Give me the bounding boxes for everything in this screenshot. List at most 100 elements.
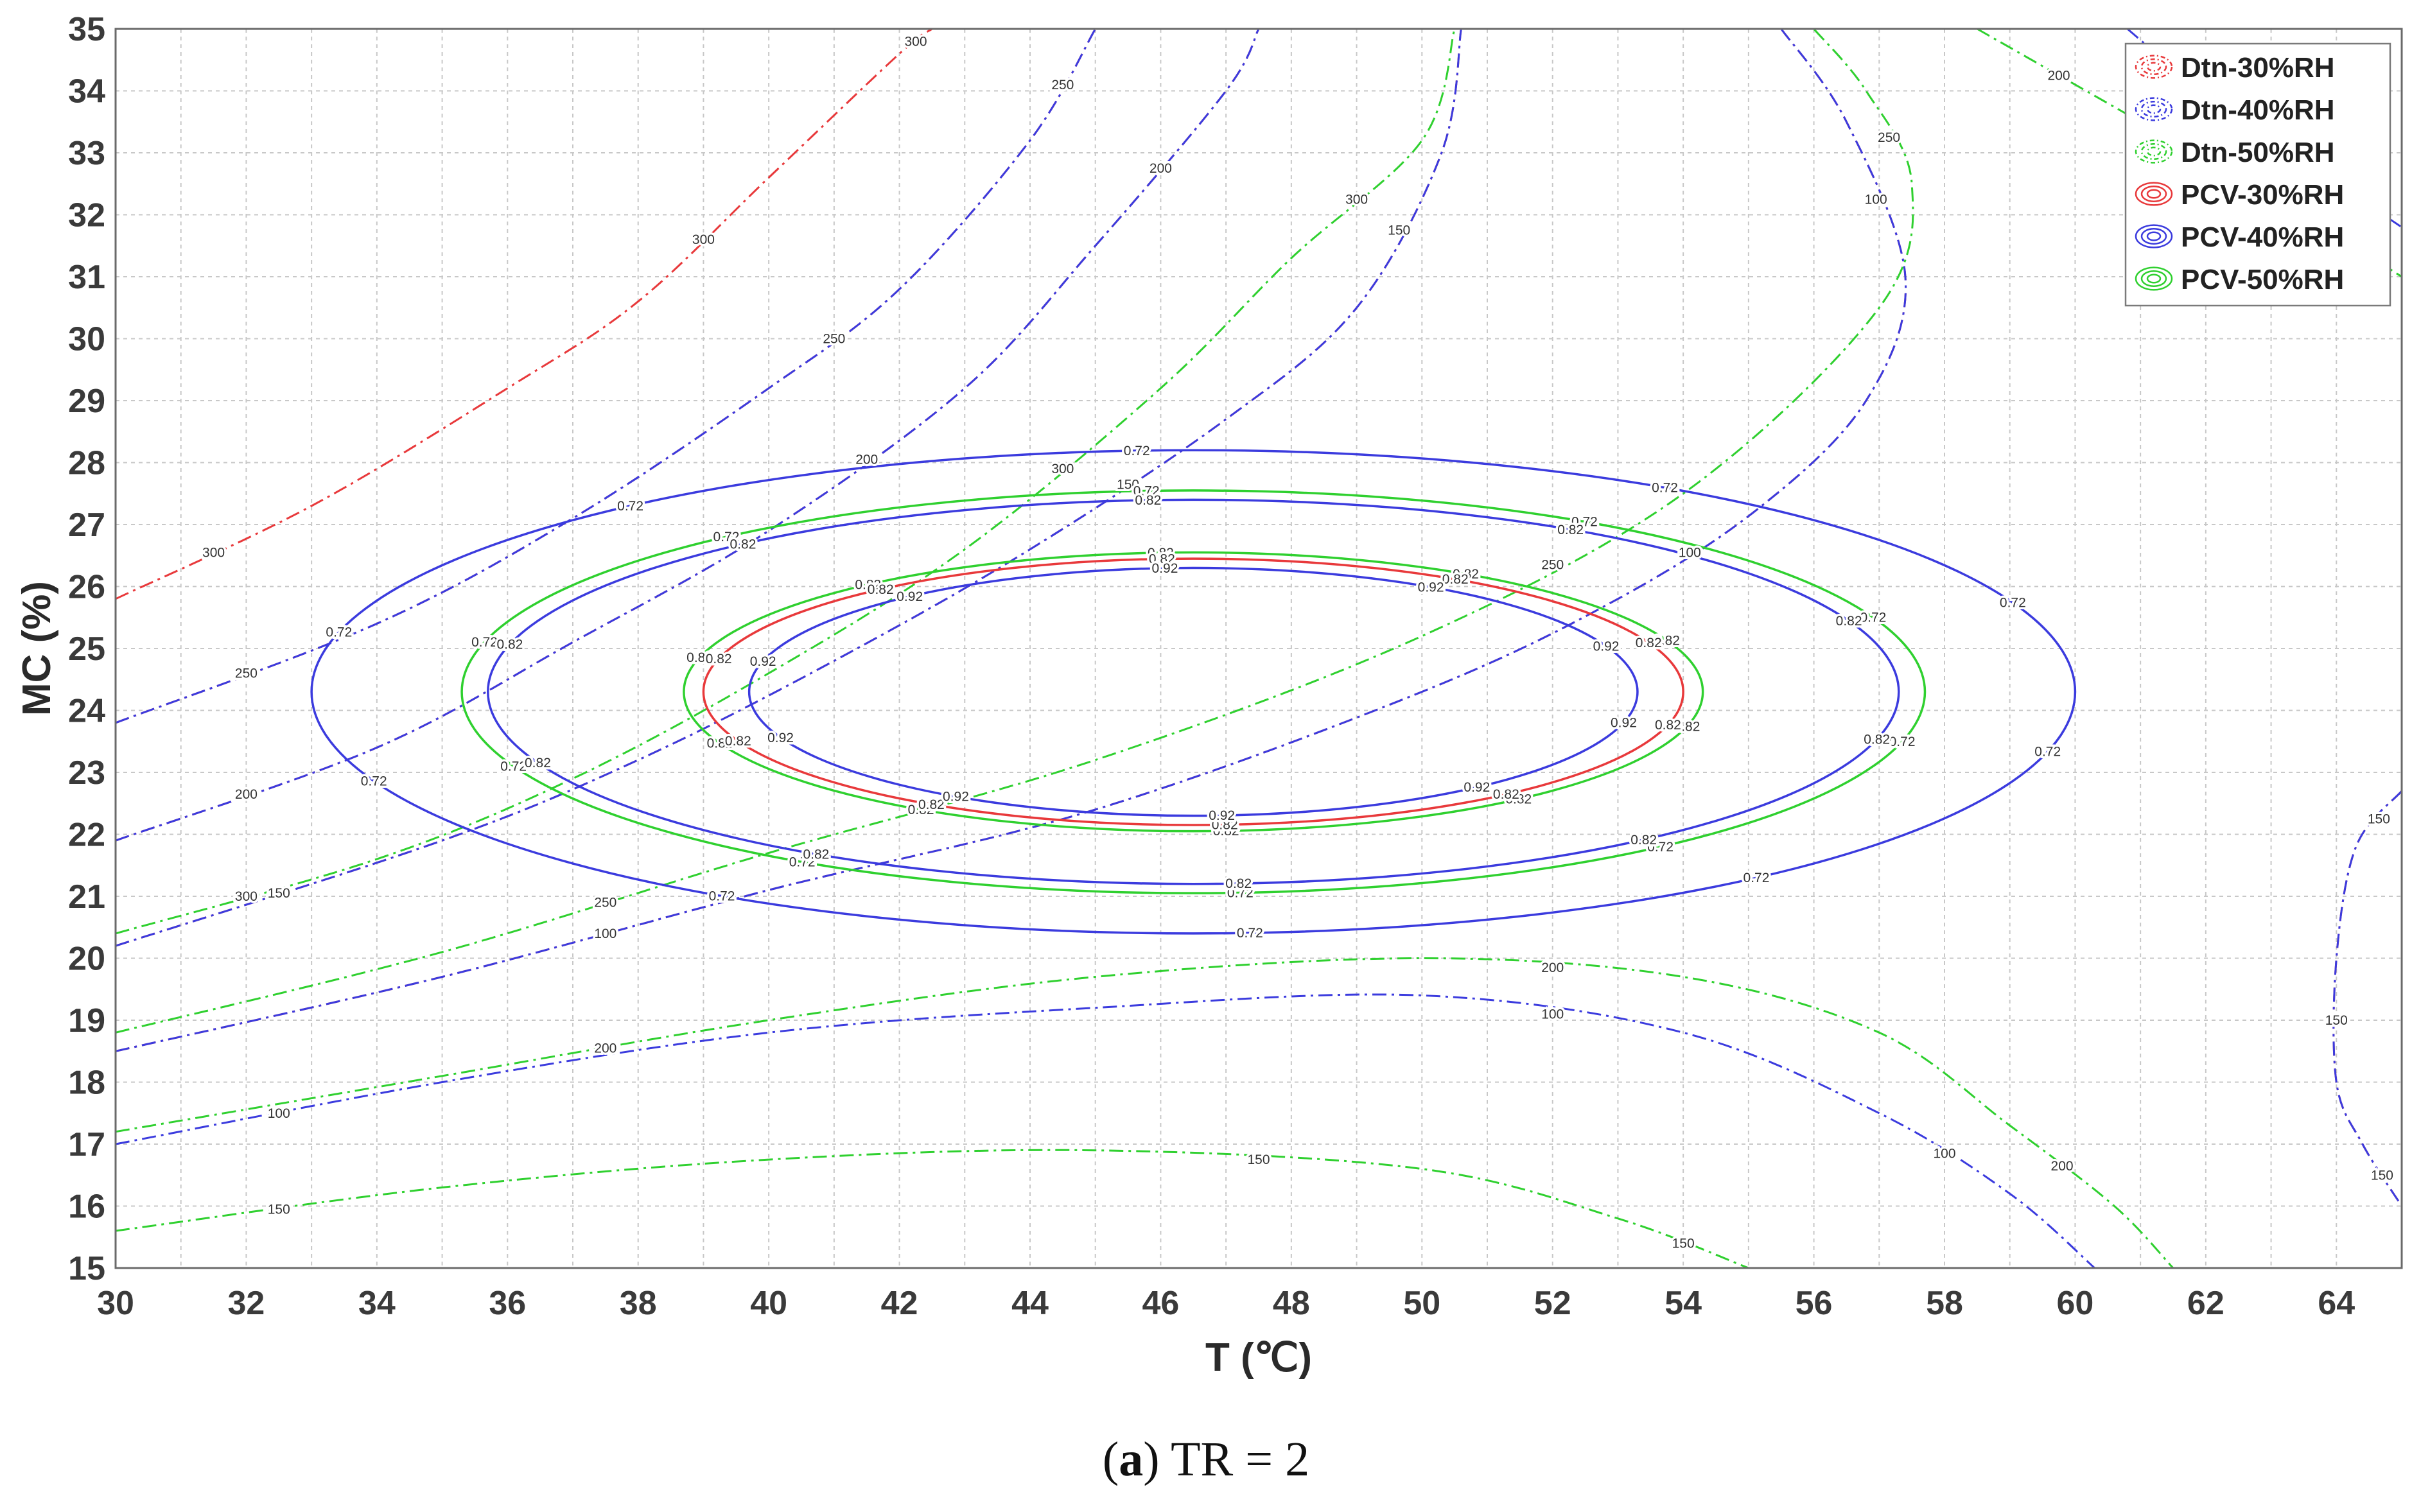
contour-level-label: 0.82 [1225, 876, 1252, 891]
x-axis-label: T (℃) [1205, 1335, 1312, 1380]
legend-swatch [2135, 55, 2173, 79]
legend-box [2124, 42, 2391, 307]
contour-level-label: 0.82 [686, 650, 713, 665]
y-tick-label: 16 [68, 1188, 105, 1226]
contour-level-label: 0.82 [725, 734, 751, 749]
legend-entry-label: Dtn-50%RH [2181, 137, 2335, 168]
contour-level-label: 250 [1051, 78, 1074, 92]
x-tick-label: 54 [1665, 1285, 1702, 1322]
contour-level-label: 0.82 [1212, 818, 1238, 833]
legend-swatch [2140, 270, 2167, 288]
legend-entry-label: Dtn-40%RH [2181, 94, 2335, 126]
contour-level-label: 100 [594, 926, 616, 941]
contour-level-label: 200 [1149, 161, 1172, 176]
contour-level-label: 150 [2371, 1168, 2393, 1183]
contour-level-label: 0.92 [767, 731, 794, 745]
contour-level-label: 300 [202, 545, 225, 560]
contour-level-label: 0.82 [868, 582, 894, 597]
contour-level-label: 0.72 [1571, 515, 1598, 530]
contour-level-label: 0.92 [1209, 808, 1235, 823]
x-tick-label: 52 [1534, 1285, 1571, 1322]
figure-caption: (a) TR = 2 [1102, 1432, 1310, 1486]
x-tick-label: 42 [881, 1285, 918, 1322]
x-tick-label: 56 [1796, 1285, 1833, 1322]
contour-level-label: 250 [235, 666, 258, 681]
legend-swatch [2146, 189, 2162, 199]
contour-level-label: 0.72 [1647, 840, 1674, 855]
contour-level-label: 0.82 [1148, 546, 1174, 560]
contour-level-label: 0.82 [1630, 833, 1657, 847]
contour-level-label: 0.72 [500, 759, 527, 774]
pcv-contour-line [487, 498, 1900, 885]
legend-swatch [2146, 104, 2162, 114]
legend-swatch [2140, 143, 2167, 161]
contour-level-label: 0.92 [1418, 580, 1444, 595]
contour-level-label: 0.72 [1227, 886, 1254, 901]
contour-level-label: 100 [1541, 1007, 1564, 1021]
contour-level-label: 150 [2371, 1168, 2393, 1183]
contour-level-label: 0.72 [789, 855, 816, 870]
contour-level-label: 0.92 [1464, 780, 1490, 795]
contour-level-label: 0.82 [1864, 733, 1890, 747]
pcv-contour-line [747, 566, 1639, 817]
x-tick-label: 46 [1142, 1285, 1180, 1322]
x-tick-label: 30 [97, 1285, 134, 1322]
y-tick-label: 24 [68, 693, 105, 730]
y-tick-label: 28 [68, 445, 105, 482]
contour-level-label: 0.82 [707, 736, 733, 751]
contour-level-label: 250 [823, 332, 845, 347]
pcv-contours [310, 449, 2077, 935]
y-tick-label: 23 [68, 754, 105, 792]
contour-level-label: 0.82 [1442, 572, 1469, 587]
legend-entry-label: PCV-50%RH [2181, 264, 2344, 295]
pcv-contour-line [310, 449, 2077, 935]
contour-level-label: 150 [1247, 1152, 1270, 1167]
contour-level-label: 200 [594, 1041, 616, 1056]
contour-level-label: 100 [1865, 192, 1887, 207]
contour-level-label: 0.82 [855, 577, 881, 592]
contour-level-label: 150 [268, 1202, 290, 1217]
contour-level-label: 200 [235, 787, 258, 802]
x-tick-label: 60 [2057, 1285, 2094, 1322]
y-tick-label: 26 [68, 569, 105, 606]
contour-level-label: 250 [1051, 78, 1074, 92]
y-tick-label: 19 [68, 1002, 105, 1039]
dtn-contour-line [115, 28, 1260, 842]
contour-level-label: 0.72 [471, 635, 498, 650]
contour-level-label: 200 [855, 453, 878, 467]
legend-swatch [2140, 58, 2167, 76]
contour-level-label: 0.82 [1674, 719, 1700, 734]
dtn-contour-line [115, 957, 2174, 1269]
contour-level-label: 300 [1051, 462, 1074, 476]
contour-level-label: 0.92 [750, 654, 776, 669]
contour-level-label: 300 [1345, 192, 1368, 207]
y-tick-labels: 15 16 17 18 19 20 21 22 23 24 25 26 27 28 29 30 31 32 33 34… [68, 11, 105, 1287]
contour-level-label: 250 [235, 666, 258, 681]
legend-swatch [2146, 274, 2162, 284]
contour-level-label: 150 [1388, 223, 1410, 238]
x-tick-label: 48 [1273, 1285, 1310, 1322]
y-tick-label: 25 [68, 630, 105, 668]
contour-level-label: 0.82 [1135, 493, 1161, 508]
y-tick-label: 17 [68, 1126, 105, 1163]
contour-level-label: 250 [1541, 558, 1564, 573]
contour-level-label: 200 [2047, 68, 2070, 83]
contour-level-label: 150 [1672, 1236, 1695, 1251]
y-tick-label: 27 [68, 507, 105, 544]
contour-level-label: 0.72 [1237, 926, 1263, 941]
pcv-contour-line [683, 551, 1704, 833]
legend-entry-label: Dtn-30%RH [2181, 52, 2335, 83]
dtn-contour-line [115, 993, 2095, 1269]
y-tick-label: 21 [68, 878, 105, 916]
legend-entry-label: PCV-30%RH [2181, 179, 2344, 211]
y-tick-label: 35 [68, 11, 105, 48]
contour-level-label: 250 [1878, 130, 1900, 145]
contour-level-label: 0.72 [2000, 596, 2026, 611]
contour-level-label: 0.82 [1505, 792, 1532, 807]
contour-level-label: 100 [1679, 545, 1701, 560]
contour-level-label: 0.82 [1836, 614, 1862, 629]
contour-level-label: 0.82 [706, 652, 732, 666]
contour-level-label: 0.72 [709, 889, 735, 904]
contour-level-label: 150 [1388, 223, 1410, 238]
y-tick-label: 31 [68, 259, 105, 296]
